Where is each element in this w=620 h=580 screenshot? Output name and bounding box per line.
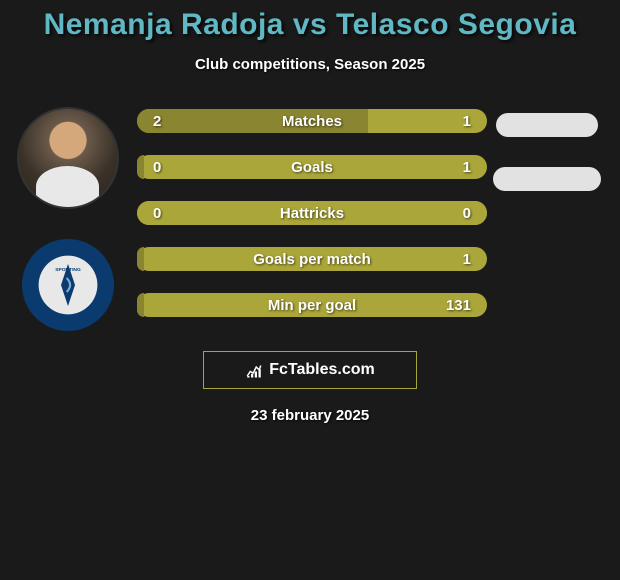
stat-right-value: 0 (453, 205, 471, 222)
subtitle: Club competitions, Season 2025 (0, 56, 620, 73)
bubbles-column (487, 107, 607, 191)
stat-right-value: 1 (453, 159, 471, 176)
stat-bar: Min per goal131 (137, 293, 487, 317)
stats-bars: 2Matches10Goals10Hattricks0Goals per mat… (137, 107, 487, 317)
stat-label: Matches (137, 113, 487, 130)
club-badge: SPORTING (22, 239, 114, 331)
stat-label: Goals (137, 159, 487, 176)
stat-right-value: 1 (453, 113, 471, 130)
stat-label: Hattricks (137, 205, 487, 222)
value-bubble (493, 167, 601, 191)
stat-bar: 2Matches1 (137, 109, 487, 133)
chart-icon (245, 361, 263, 379)
comparison-card: Nemanja Radoja vs Telasco Segovia Club c… (0, 0, 620, 424)
title: Nemanja Radoja vs Telasco Segovia (0, 8, 620, 42)
stat-bar: 0Hattricks0 (137, 201, 487, 225)
stat-label: Goals per match (137, 251, 487, 268)
club-badge-icon: SPORTING (33, 250, 103, 320)
stat-bar: Goals per match1 (137, 247, 487, 271)
content-row: SPORTING 2Matches10Goals10Hattricks0Goal… (0, 107, 620, 331)
branding-badge: FcTables.com (203, 351, 417, 389)
avatar-column: SPORTING (0, 107, 135, 331)
svg-text:SPORTING: SPORTING (55, 267, 81, 273)
stat-right-value: 131 (446, 297, 471, 314)
player-avatar (17, 107, 119, 209)
stat-right-value: 1 (453, 251, 471, 268)
value-bubble (496, 113, 598, 137)
stat-bar: 0Goals1 (137, 155, 487, 179)
stat-label: Min per goal (137, 297, 487, 314)
branding-text: FcTables.com (269, 361, 375, 379)
date: 23 february 2025 (0, 407, 620, 424)
